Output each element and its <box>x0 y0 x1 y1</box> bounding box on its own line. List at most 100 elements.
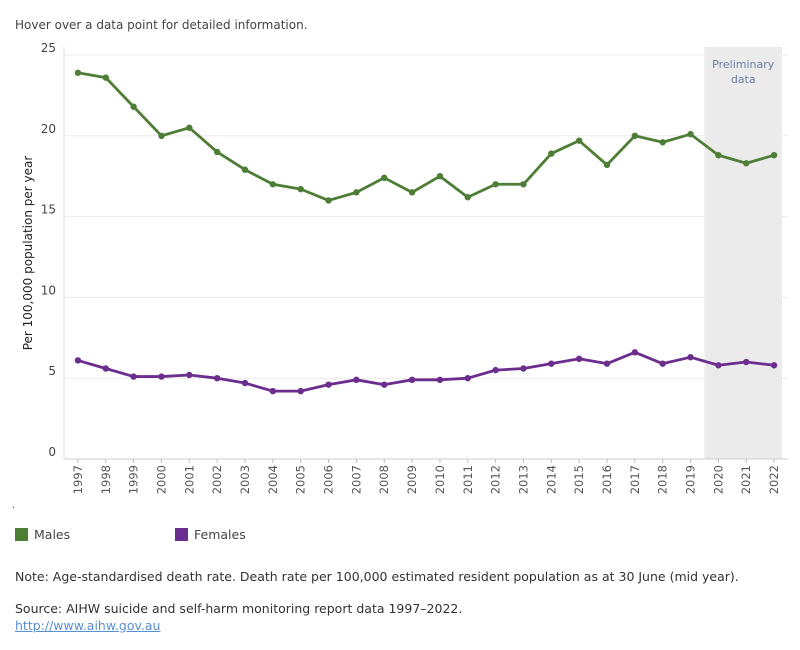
data-point-females[interactable] <box>186 371 193 379</box>
x-tick-label: 2018 <box>656 465 670 494</box>
series-group <box>74 69 778 395</box>
data-point-females[interactable] <box>130 373 137 380</box>
data-point-females[interactable] <box>631 349 639 356</box>
data-point-males[interactable] <box>269 181 277 188</box>
preliminary-region <box>704 47 782 459</box>
x-tick-label: 2022 <box>767 465 781 494</box>
data-point-females[interactable] <box>269 387 277 395</box>
data-point-females[interactable] <box>603 360 611 367</box>
data-point-males[interactable] <box>325 197 332 204</box>
data-point-males[interactable] <box>74 69 82 76</box>
x-tick-label: 1999 <box>127 465 141 494</box>
y-tick-label: 15 <box>41 203 56 217</box>
legend-item-females[interactable]: Females <box>175 527 246 542</box>
y-tick-label: 10 <box>41 283 56 297</box>
y-tick-label: 0 <box>48 445 56 459</box>
x-tick-label: 2013 <box>516 465 530 494</box>
y-axis-label: Per 100,000 population per year <box>21 156 35 351</box>
x-tick-label: 2014 <box>544 465 558 494</box>
x-tick-label: 2001 <box>182 465 196 494</box>
data-point-males[interactable] <box>520 181 527 188</box>
y-tick-label: 20 <box>41 122 56 136</box>
data-point-males[interactable] <box>241 166 249 173</box>
y-axis: 0 5 10 15 20 25 <box>41 41 56 459</box>
legend-swatch-females <box>175 528 188 541</box>
preliminary-label-line1: Preliminary <box>712 58 775 71</box>
data-point-females[interactable] <box>353 376 360 384</box>
data-point-females[interactable] <box>297 387 304 395</box>
data-point-males[interactable] <box>770 151 778 159</box>
data-point-females[interactable] <box>492 366 499 374</box>
x-tick-label: 2019 <box>684 465 698 494</box>
line-chart: Preliminary data 0 5 10 15 20 25 1997 1998 1999… <box>21 41 788 494</box>
data-point-females[interactable] <box>74 357 82 364</box>
data-point-males[interactable] <box>743 160 750 167</box>
data-point-females[interactable] <box>743 358 750 366</box>
data-point-males[interactable] <box>464 194 471 201</box>
data-point-males[interactable] <box>659 139 666 146</box>
x-tick-label: 2020 <box>711 465 725 494</box>
data-point-males[interactable] <box>603 161 611 169</box>
x-tick-label: 1998 <box>99 465 113 494</box>
data-point-females[interactable] <box>158 373 165 380</box>
legend-label-males: Males <box>34 527 71 542</box>
x-tick-label: 2012 <box>489 465 503 494</box>
data-point-females[interactable] <box>381 381 388 388</box>
data-point-males[interactable] <box>353 189 360 196</box>
data-point-females[interactable] <box>575 355 583 363</box>
data-point-males[interactable] <box>575 137 583 144</box>
data-point-males[interactable] <box>631 132 639 139</box>
separator-dot: . <box>12 500 16 511</box>
data-point-males[interactable] <box>102 74 109 81</box>
data-point-males[interactable] <box>548 150 555 157</box>
data-point-females[interactable] <box>659 360 666 367</box>
y-tick-label: 25 <box>41 41 56 55</box>
data-point-females[interactable] <box>408 376 416 384</box>
x-tick-label: 2008 <box>377 465 391 494</box>
preliminary-label-line2: data <box>731 73 756 86</box>
data-point-males[interactable] <box>130 103 137 110</box>
x-tick-label: 2021 <box>739 465 753 494</box>
gridlines <box>63 47 788 460</box>
data-point-females[interactable] <box>520 365 527 372</box>
data-point-males[interactable] <box>381 174 388 182</box>
source-link[interactable]: http://www.aihw.gov.au <box>15 618 161 633</box>
data-point-females[interactable] <box>548 360 555 367</box>
data-point-males[interactable] <box>158 132 165 139</box>
x-tick-label: 2015 <box>572 465 586 494</box>
source-text: Source: AIHW suicide and self-harm monit… <box>15 601 463 616</box>
data-point-males[interactable] <box>297 185 304 193</box>
chart-hint: Hover over a data point for detailed inf… <box>15 18 308 32</box>
x-tick-label: 2016 <box>600 465 614 494</box>
data-point-males[interactable] <box>687 130 694 138</box>
data-point-females[interactable] <box>770 362 778 369</box>
data-point-females[interactable] <box>325 381 332 388</box>
x-tick-label: 2005 <box>294 465 308 494</box>
series-line-females <box>77 350 775 393</box>
data-point-males[interactable] <box>436 173 444 180</box>
x-tick-label: 2006 <box>322 465 336 494</box>
legend-label-females: Females <box>194 527 246 542</box>
data-point-females[interactable] <box>464 375 471 382</box>
data-point-males[interactable] <box>492 181 499 188</box>
x-tick-label: 2007 <box>349 465 363 494</box>
data-point-females[interactable] <box>213 375 221 382</box>
data-point-females[interactable] <box>241 379 249 387</box>
data-point-females[interactable] <box>687 353 694 361</box>
data-point-females[interactable] <box>715 362 722 369</box>
data-point-males[interactable] <box>408 189 416 196</box>
x-tick-label: 2002 <box>210 465 224 494</box>
legend-swatch-males <box>15 528 28 541</box>
data-point-females[interactable] <box>102 365 109 372</box>
data-point-males[interactable] <box>186 124 193 131</box>
legend-item-males[interactable]: Males <box>15 527 70 542</box>
data-point-males[interactable] <box>213 148 221 156</box>
x-tick-label: 2010 <box>433 465 447 494</box>
data-point-females[interactable] <box>436 376 444 384</box>
x-tick-label: 2004 <box>266 465 280 494</box>
y-tick-label: 5 <box>48 364 56 378</box>
x-tick-label: 2011 <box>461 465 475 494</box>
x-axis: 1997 1998 1999 2000 2001 2002 2003 2004 2005 2006… <box>71 459 781 494</box>
data-point-males[interactable] <box>715 151 722 159</box>
footnote: Note: Age-standardised death rate. Death… <box>15 569 739 584</box>
